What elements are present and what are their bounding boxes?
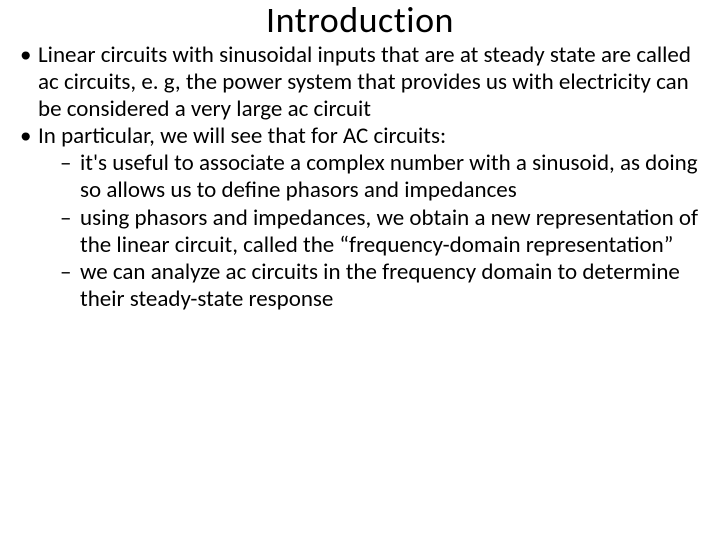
sub-list-item-text: it's useful to associate a complex numbe… <box>80 149 698 204</box>
sub-list-item-text: we can analyze ac circuits in the freque… <box>80 258 680 313</box>
list-item: In particular, we will see that for AC c… <box>18 123 702 313</box>
sub-list-item: using phasors and impedances, we obtain … <box>38 205 702 259</box>
list-item-text: Linear circuits with sinusoidal inputs t… <box>38 41 691 123</box>
sub-bullet-list: it's useful to associate a complex numbe… <box>38 150 702 313</box>
list-item-text: In particular, we will see that for AC c… <box>38 122 446 150</box>
slide: Introduction Linear circuits with sinuso… <box>0 2 720 540</box>
page-title: Introduction <box>18 2 702 40</box>
bullet-list: Linear circuits with sinusoidal inputs t… <box>18 42 702 313</box>
sub-list-item: we can analyze ac circuits in the freque… <box>38 259 702 313</box>
list-item: Linear circuits with sinusoidal inputs t… <box>18 42 702 123</box>
sub-list-item-text: using phasors and impedances, we obtain … <box>80 204 698 259</box>
sub-list-item: it's useful to associate a complex numbe… <box>38 150 702 204</box>
